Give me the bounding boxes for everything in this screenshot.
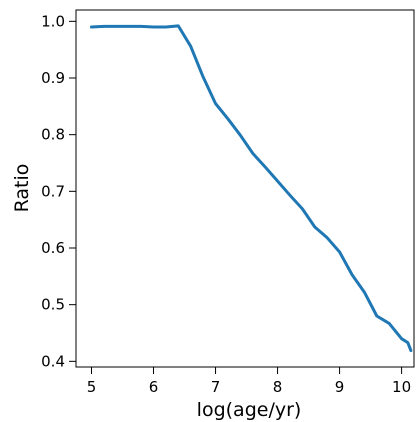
plot-frame (75, 9, 415, 368)
y-tick-label: 0.8 (41, 126, 65, 144)
x-tick-label: 9 (335, 378, 345, 396)
x-tick-label: 8 (273, 378, 283, 396)
y-tick-label: 1.0 (41, 12, 65, 30)
y-tick-label: 0.5 (41, 296, 65, 314)
y-axis-title: Ratio (11, 164, 33, 213)
x-axis-title: log(age/yr) (197, 399, 302, 421)
y-tick-label: 0.4 (41, 352, 65, 370)
x-tick-label: 6 (149, 378, 159, 396)
y-tick-label: 0.6 (41, 239, 65, 257)
x-tick-label: 7 (211, 378, 221, 396)
series-line (90, 24, 413, 353)
y-tick-label: 0.9 (41, 69, 65, 87)
plot-area (76, 10, 414, 367)
x-tick-label: 5 (87, 378, 97, 396)
x-tick-label: 10 (392, 378, 411, 396)
y-tick-label: 0.7 (41, 182, 65, 200)
